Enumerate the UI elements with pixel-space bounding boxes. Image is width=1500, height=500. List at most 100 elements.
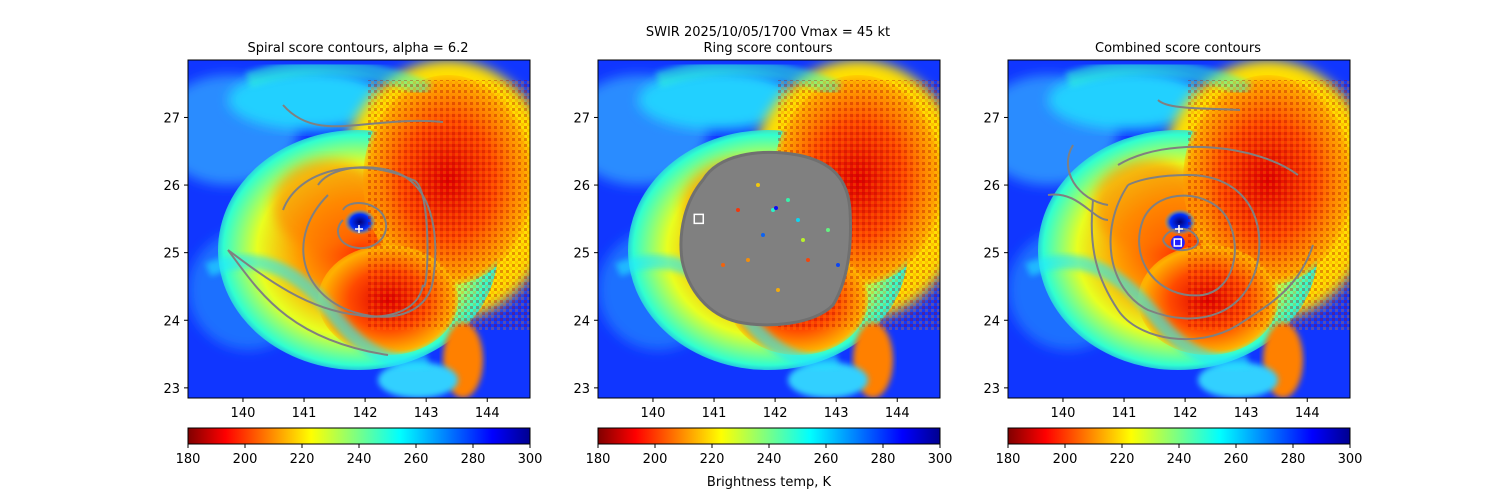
x-tick-label: 142 bbox=[353, 406, 378, 421]
x-tick-label: 140 bbox=[231, 406, 256, 421]
panel-spiral: Spiral score contours, alpha = 6.2 140 14… bbox=[158, 41, 558, 467]
axes-frame-combined bbox=[1007, 59, 1351, 399]
colorbar-combined: 180 200 220 240 260 280 300 bbox=[996, 427, 1363, 467]
colorbar-gradient bbox=[187, 427, 531, 445]
y-tick-label: 26 bbox=[573, 179, 590, 194]
y-tick-label: 27 bbox=[983, 111, 1000, 126]
colorbar-tick-label: 300 bbox=[518, 452, 543, 467]
panel-combined: Combined score contours 140 141 142 143 144 … bbox=[978, 41, 1378, 467]
colorbar-tick-label: 300 bbox=[928, 452, 953, 467]
combined-contour-middle bbox=[1109, 173, 1261, 320]
combined-contour-west bbox=[1047, 144, 1109, 221]
combined-contour-north bbox=[1157, 99, 1241, 111]
y-tick-label: 24 bbox=[983, 314, 1000, 329]
panel-ring: Ring score contours 140 141 142 143 144 23 24… bbox=[568, 41, 968, 490]
x-tick-label: 142 bbox=[763, 406, 788, 421]
y-tick-label: 24 bbox=[573, 314, 590, 329]
ring-score-region bbox=[679, 150, 852, 327]
spiral-contour-outer bbox=[227, 166, 429, 318]
y-tick-label: 23 bbox=[983, 382, 1000, 397]
y-tick-label: 24 bbox=[163, 314, 180, 329]
y-tick-label: 23 bbox=[163, 382, 180, 397]
y-tick-label: 25 bbox=[163, 247, 180, 262]
x-tick-label: 141 bbox=[292, 406, 317, 421]
heatmap-spiral bbox=[158, 60, 558, 398]
colorbar-tick-label: 300 bbox=[1338, 452, 1363, 467]
y-tick-label: 25 bbox=[983, 247, 1000, 262]
x-tick-label: 141 bbox=[702, 406, 727, 421]
y-tick-label: 26 bbox=[163, 179, 180, 194]
x-ticks-combined: 140 141 142 143 144 bbox=[1051, 398, 1320, 421]
suptitle: SWIR 2025/10/05/1700 Vmax = 45 kt bbox=[646, 25, 890, 40]
panel-title-combined: Combined score contours bbox=[1095, 41, 1261, 56]
colorbar-tick-label: 200 bbox=[233, 452, 258, 467]
x-tick-label: 144 bbox=[1295, 406, 1320, 421]
x-tick-label: 143 bbox=[824, 406, 849, 421]
colorbar-tick-label: 200 bbox=[643, 452, 668, 467]
spiral-contour-middle bbox=[302, 166, 437, 318]
colorbar-tick-label: 260 bbox=[1224, 452, 1249, 467]
colorbar-tick-label: 180 bbox=[586, 452, 611, 467]
panel-title-ring: Ring score contours bbox=[703, 41, 832, 56]
combined-contour-outer bbox=[1090, 145, 1314, 341]
colorbar-tick-label: 200 bbox=[1053, 452, 1078, 467]
y-ticks-spiral: 23 24 25 26 27 bbox=[163, 111, 188, 397]
marker-ring bbox=[693, 213, 705, 225]
cyclone-center-plus-marker bbox=[1175, 225, 1183, 233]
ring-center-square-marker bbox=[693, 213, 705, 225]
colorbar-tick-label: 220 bbox=[290, 452, 315, 467]
heatmap-ring bbox=[568, 60, 968, 398]
y-ticks-combined: 23 24 25 26 27 bbox=[983, 111, 1008, 397]
y-tick-label: 23 bbox=[573, 382, 590, 397]
axes-frame-spiral bbox=[187, 59, 531, 399]
y-tick-label: 27 bbox=[573, 111, 590, 126]
y-ticks-ring: 23 24 25 26 27 bbox=[573, 111, 598, 397]
x-tick-label: 141 bbox=[1112, 406, 1137, 421]
x-tick-label: 140 bbox=[1051, 406, 1076, 421]
colorbar-tick-label: 240 bbox=[1167, 452, 1192, 467]
spiral-contour-south bbox=[227, 249, 389, 356]
y-tick-label: 25 bbox=[573, 247, 590, 262]
y-tick-label: 26 bbox=[983, 179, 1000, 194]
colorbar-tick-label: 280 bbox=[461, 452, 486, 467]
x-tick-label: 143 bbox=[414, 406, 439, 421]
colorbar-tick-label: 220 bbox=[700, 452, 725, 467]
colorbar-tick-label: 220 bbox=[1110, 452, 1135, 467]
x-tick-label: 142 bbox=[1173, 406, 1198, 421]
colorbar-tick-label: 240 bbox=[757, 452, 782, 467]
colorbar-label: Brightness temp, K bbox=[707, 475, 832, 490]
colorbar-tick-label: 260 bbox=[404, 452, 429, 467]
colorbar-gradient bbox=[597, 427, 941, 445]
colorbar-tick-label: 280 bbox=[871, 452, 896, 467]
marker-spiral bbox=[355, 225, 363, 233]
marker-combined bbox=[1170, 225, 1185, 250]
x-ticks-spiral: 140 141 142 143 144 bbox=[231, 398, 500, 421]
combined-center-square-marker bbox=[1173, 238, 1183, 247]
colorbar-tick-label: 280 bbox=[1281, 452, 1306, 467]
ring-score-speckles bbox=[721, 183, 840, 292]
x-tick-label: 144 bbox=[885, 406, 910, 421]
cyclone-center-plus-marker bbox=[355, 225, 363, 233]
colorbar-tick-label: 180 bbox=[996, 452, 1021, 467]
x-ticks-ring: 140 141 142 143 144 bbox=[641, 398, 910, 421]
spiral-contour-inner bbox=[337, 202, 388, 250]
spiral-contour-north bbox=[282, 104, 444, 128]
spiral-contours bbox=[227, 104, 444, 356]
colorbar-spiral: 180 200 220 240 260 280 300 bbox=[176, 427, 543, 467]
colorbar-gradient bbox=[1007, 427, 1351, 445]
x-tick-label: 144 bbox=[475, 406, 500, 421]
colorbar-ring: 180 200 220 240 260 280 300 bbox=[586, 427, 953, 467]
colorbar-tick-label: 260 bbox=[814, 452, 839, 467]
combined-center-dot bbox=[1170, 235, 1185, 250]
panel-title-spiral: Spiral score contours, alpha = 6.2 bbox=[247, 41, 468, 56]
heatmap-combined bbox=[978, 60, 1378, 398]
y-tick-label: 27 bbox=[163, 111, 180, 126]
colorbar-tick-label: 240 bbox=[347, 452, 372, 467]
combined-contour-inner bbox=[1138, 194, 1236, 297]
x-tick-label: 143 bbox=[1234, 406, 1259, 421]
combined-contours bbox=[1047, 99, 1314, 341]
axes-frame-ring bbox=[597, 59, 941, 399]
combined-contour-eye bbox=[1162, 227, 1199, 252]
x-tick-label: 140 bbox=[641, 406, 666, 421]
